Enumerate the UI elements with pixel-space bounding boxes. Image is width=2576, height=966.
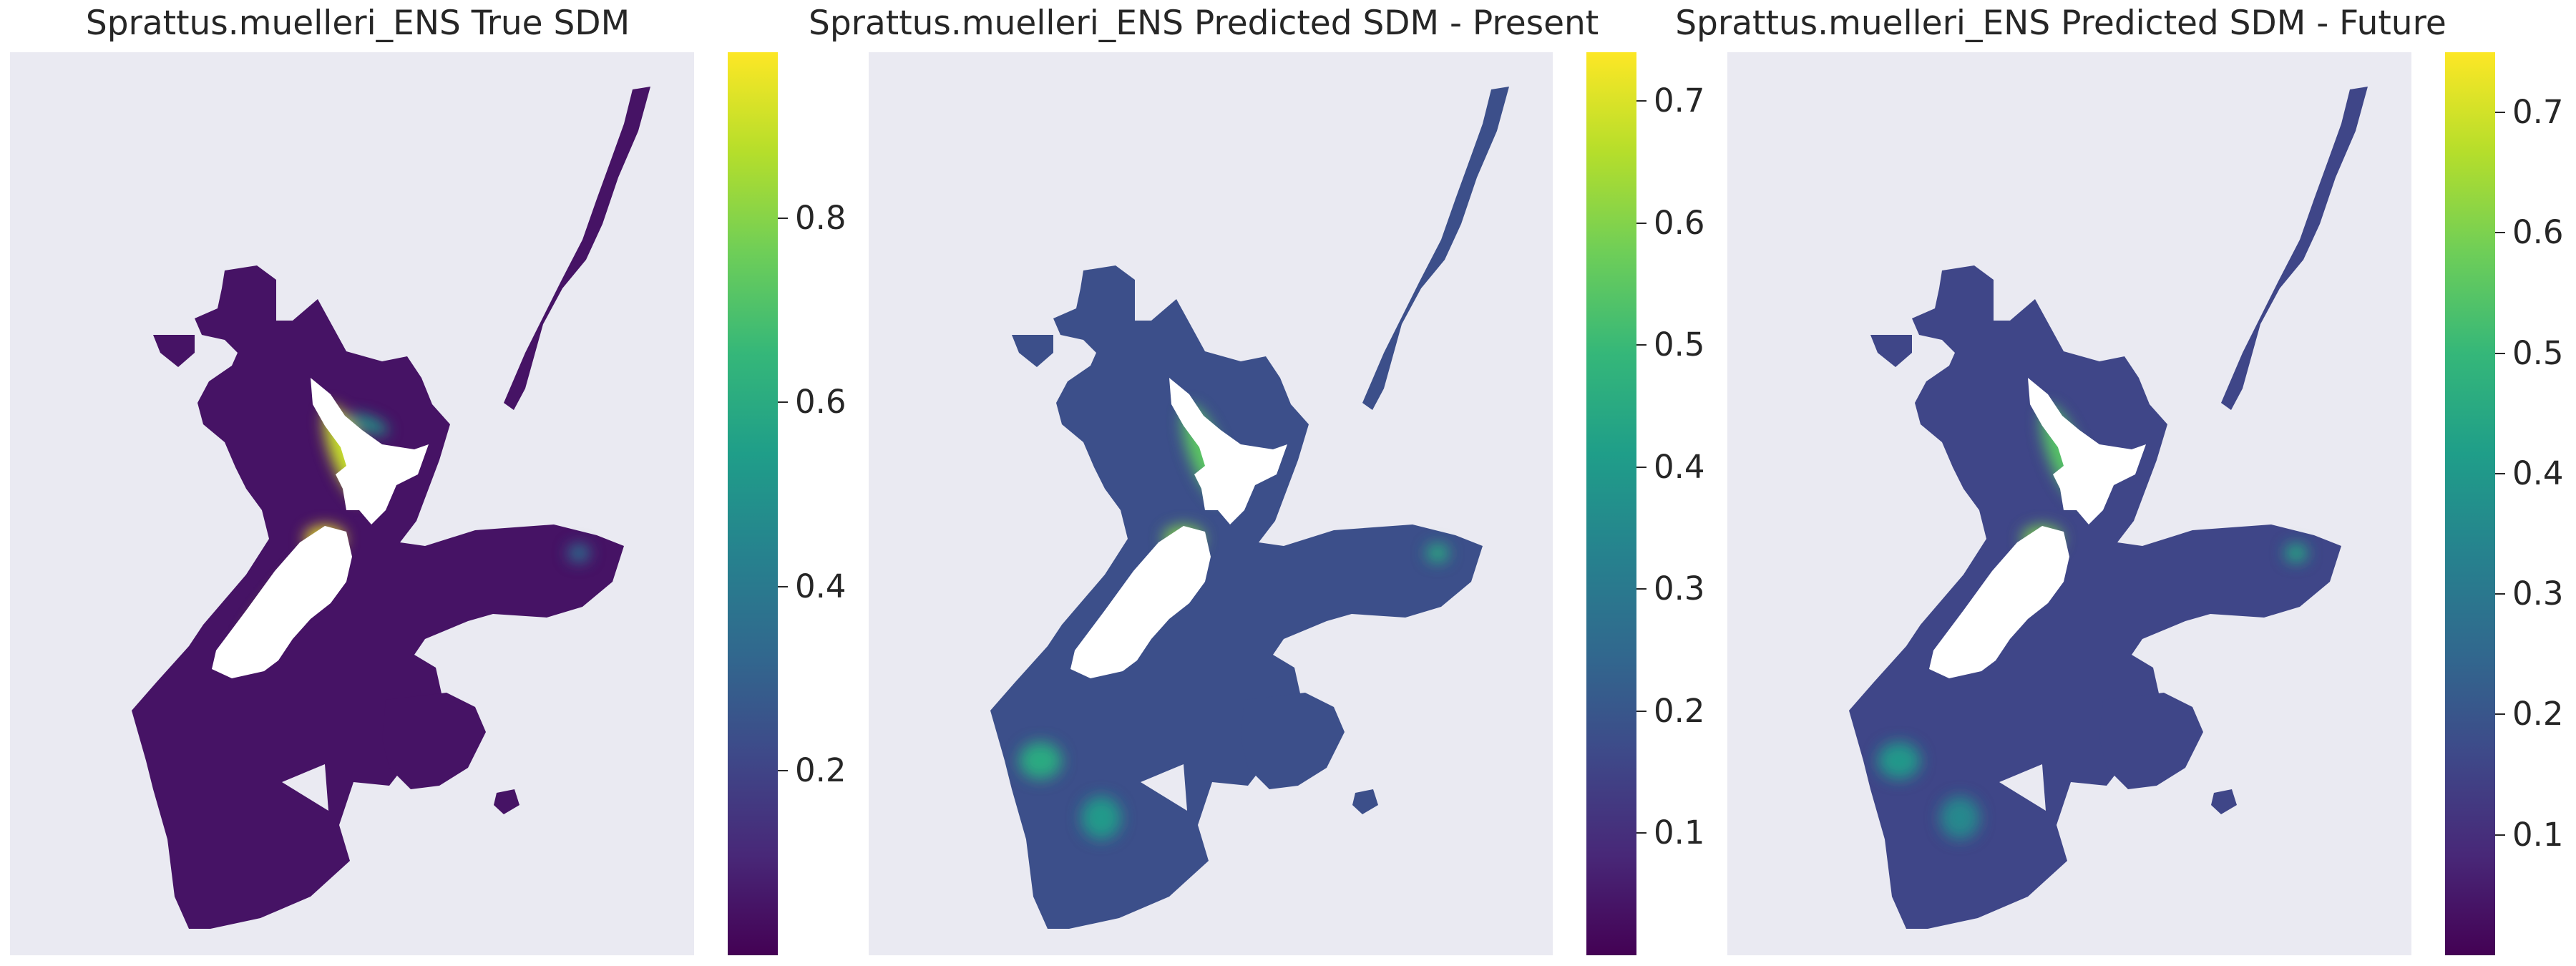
sdm-map-svg: [1849, 87, 2368, 929]
colorbar-tick-label: 0.6: [2512, 213, 2564, 252]
colorbar-tick-label: 0.2: [795, 751, 847, 790]
colorbar-tick-mark: [1636, 344, 1646, 346]
colorbar-tick-mark: [778, 217, 788, 219]
colorbar-tick-label: 0.4: [2512, 454, 2564, 492]
north-island-land: [311, 378, 429, 525]
colorbar-tick-label: 0.3: [1654, 570, 1705, 608]
south-island-land: [1070, 526, 1211, 678]
sdm-map-svg: [132, 87, 650, 929]
colorbar-present: 0.1 0.2 0.3 0.4 0.5 0.6 0.7: [1586, 52, 1705, 955]
hotspot: [2285, 544, 2308, 562]
south-island-land: [212, 526, 352, 678]
colorbar-future: 0.1 0.2 0.3 0.4 0.5 0.6 0.7: [2445, 52, 2564, 955]
colorbar-tick-label: 0.8: [795, 198, 847, 237]
colorbar-tick-label: 0.5: [2512, 333, 2564, 372]
colorbar-tick-label: 0.6: [795, 383, 847, 421]
map-notch: [282, 764, 328, 811]
colorbar-tick-mark: [2495, 112, 2505, 114]
map-axes-future: [1727, 52, 2411, 955]
colorbar-tick-label: 0.2: [1654, 691, 1705, 730]
colorbar-tick-mark: [1636, 100, 1646, 102]
kermadec-ridge: [2221, 87, 2368, 410]
colorbar-tick-label: 0.1: [2512, 815, 2564, 854]
colorbar-tick-mark: [2495, 232, 2505, 234]
colorbar-true: 0.2 0.4 0.6 0.8: [728, 52, 847, 955]
colorbar-gradient: [1586, 52, 1636, 955]
lord-howe-rise: [1012, 335, 1053, 367]
colorbar-tick-mark: [1636, 710, 1646, 712]
hotspot: [1940, 796, 1980, 839]
colorbar-tick-label: 0.7: [1654, 82, 1705, 120]
colorbar-tick-label: 0.7: [2512, 93, 2564, 132]
colorbar-tick-mark: [2495, 352, 2505, 354]
campbell-plateau: [382, 693, 486, 789]
panel-title-future: Sprattus.muelleri_ENS Predicted SDM - Fu…: [1675, 4, 2446, 43]
colorbar-gradient: [2445, 52, 2495, 955]
panel-title-present: Sprattus.muelleri_ENS Predicted SDM - Pr…: [809, 4, 1599, 43]
colorbar-tick-label: 0.6: [1654, 203, 1705, 242]
hotspot: [1426, 544, 1449, 562]
map-notch: [1999, 764, 2046, 811]
colorbar-tick-mark: [1636, 222, 1646, 224]
colorbar-tick-mark: [778, 401, 788, 404]
campbell-plateau: [2099, 693, 2203, 789]
map-axes-present: [869, 52, 1553, 955]
map-axes-true: [10, 52, 694, 955]
colorbar-tick-mark: [1636, 466, 1646, 468]
bounty-islands: [494, 789, 519, 814]
colorbar-tick-mark: [2495, 593, 2505, 595]
hotspot: [567, 544, 590, 562]
colorbar-tick-mark: [778, 585, 788, 587]
south-island-land: [1929, 526, 2069, 678]
colorbar-tick-mark: [1636, 832, 1646, 834]
colorbar-tick-label: 0.3: [2512, 575, 2564, 613]
colorbar-tick-mark: [778, 770, 788, 772]
hotspot: [1019, 742, 1062, 779]
kermadec-ridge: [1362, 87, 1509, 410]
eez-region: [132, 265, 624, 929]
bounty-islands: [1352, 789, 1378, 814]
colorbar-tick-label: 0.5: [1654, 326, 1705, 364]
north-island-land: [2028, 378, 2146, 525]
eez-region: [1849, 265, 2341, 929]
colorbar-gradient: [728, 52, 778, 955]
lord-howe-rise: [153, 335, 195, 367]
bounty-islands: [2211, 789, 2237, 814]
colorbar-tick-mark: [2495, 472, 2505, 474]
colorbar-tick-label: 0.4: [795, 567, 847, 605]
hotspot: [1878, 742, 1921, 779]
campbell-plateau: [1241, 693, 1345, 789]
colorbar-tick-label: 0.1: [1654, 814, 1705, 852]
colorbar-tick-mark: [2495, 713, 2505, 716]
colorbar-tick-label: 0.2: [2512, 695, 2564, 733]
panel-title-true: Sprattus.muelleri_ENS True SDM: [85, 4, 630, 43]
colorbar-tick-label: 0.4: [1654, 447, 1705, 486]
colorbar-tick-mark: [2495, 834, 2505, 836]
colorbar-tick-mark: [1636, 588, 1646, 590]
north-island-land: [1169, 378, 1287, 525]
sdm-map-svg: [990, 87, 1509, 929]
lord-howe-rise: [1870, 335, 1912, 367]
hotspot: [347, 414, 389, 434]
eez-region: [990, 265, 1483, 929]
hotspot: [1081, 796, 1121, 839]
map-notch: [1141, 764, 1187, 811]
kermadec-ridge: [504, 87, 650, 410]
